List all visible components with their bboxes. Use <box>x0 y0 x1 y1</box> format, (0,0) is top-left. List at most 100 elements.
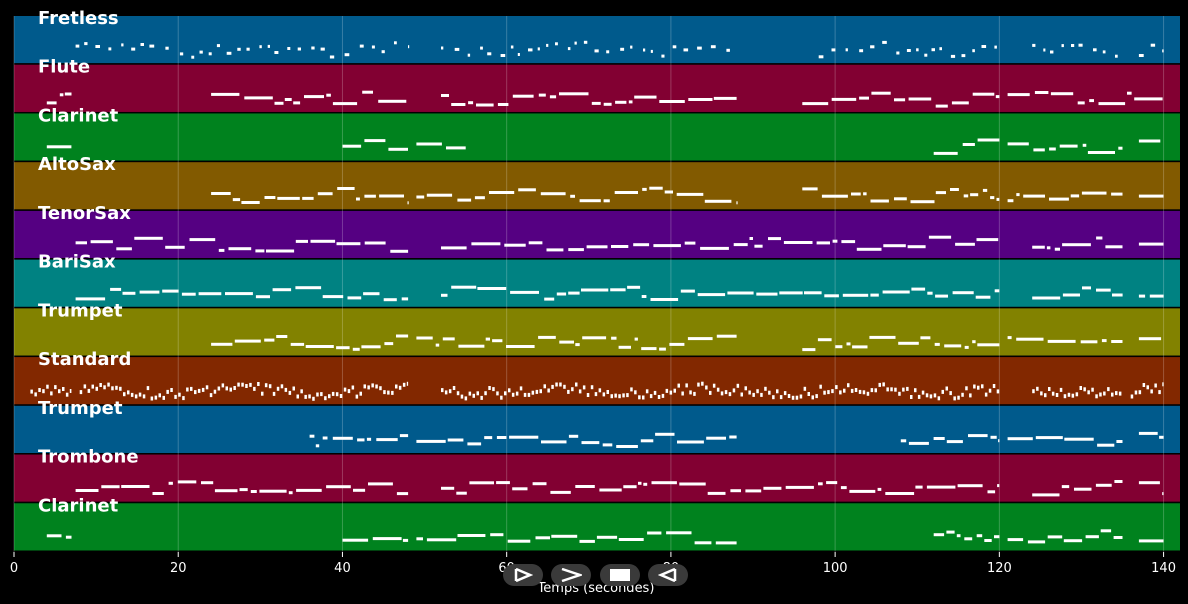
track-label: AltoSax <box>38 154 116 175</box>
note <box>928 235 952 239</box>
note <box>474 196 485 200</box>
note <box>779 395 783 400</box>
note <box>1071 44 1075 47</box>
note <box>659 347 666 351</box>
note <box>441 388 444 393</box>
note <box>578 389 582 394</box>
play-button[interactable] <box>503 564 543 586</box>
note <box>531 390 535 395</box>
note <box>290 342 305 346</box>
note <box>870 199 889 203</box>
track-lane <box>14 113 1180 161</box>
x-axis: 020406080100120140 <box>10 552 1176 576</box>
note <box>630 387 633 392</box>
note <box>351 385 355 390</box>
note <box>977 385 980 390</box>
note <box>1134 390 1138 395</box>
note <box>638 481 642 485</box>
note <box>586 245 608 249</box>
note <box>736 383 740 388</box>
note <box>95 386 98 391</box>
note <box>239 488 248 492</box>
note <box>645 389 649 394</box>
note <box>744 386 747 391</box>
note <box>1055 393 1059 397</box>
track-lane <box>14 454 1180 502</box>
note <box>1111 192 1123 196</box>
play-icon <box>514 568 533 582</box>
rewind-button[interactable] <box>648 564 688 586</box>
stop-button[interactable] <box>600 564 640 586</box>
track-lane <box>14 308 1180 356</box>
note <box>740 392 743 397</box>
note <box>676 192 704 196</box>
note <box>842 293 869 297</box>
note <box>1138 139 1161 143</box>
note <box>549 95 557 99</box>
note <box>284 387 288 392</box>
note <box>1127 91 1132 95</box>
note <box>845 48 848 52</box>
note <box>1007 142 1029 146</box>
note <box>1049 147 1056 151</box>
note <box>284 98 292 101</box>
note <box>683 48 689 52</box>
note <box>653 244 681 248</box>
note <box>1138 481 1160 485</box>
note <box>926 485 956 489</box>
note <box>387 390 390 395</box>
note <box>296 488 322 492</box>
fast-forward-button[interactable] <box>551 564 591 586</box>
note <box>500 54 506 57</box>
note <box>571 387 574 392</box>
note <box>1077 101 1085 105</box>
note <box>274 51 279 54</box>
track-lane <box>14 162 1180 210</box>
note <box>653 390 657 395</box>
note <box>996 197 1000 201</box>
note <box>933 533 945 537</box>
track-label: Standard <box>38 349 131 370</box>
note <box>1007 336 1012 340</box>
note <box>249 382 252 387</box>
note <box>237 47 241 51</box>
note <box>467 442 482 446</box>
fast-forward-icon <box>561 568 582 582</box>
note <box>859 96 869 100</box>
note <box>228 247 252 251</box>
note <box>689 390 692 395</box>
note <box>1099 392 1102 397</box>
note <box>677 440 704 444</box>
note <box>364 241 386 245</box>
note <box>1071 393 1075 398</box>
note <box>869 335 896 339</box>
note <box>603 102 612 106</box>
note <box>518 188 536 192</box>
note <box>835 345 843 349</box>
note <box>162 289 179 293</box>
note <box>1080 340 1098 344</box>
note <box>75 241 87 245</box>
note <box>322 436 328 440</box>
note <box>555 42 558 46</box>
note <box>640 439 654 443</box>
note <box>559 92 589 96</box>
note <box>756 389 759 394</box>
note <box>921 390 925 395</box>
note <box>622 393 625 398</box>
note <box>1082 286 1091 290</box>
note <box>1061 485 1070 489</box>
note <box>407 201 409 205</box>
note <box>1096 236 1103 240</box>
note <box>401 297 409 301</box>
note <box>532 482 547 486</box>
note <box>315 444 320 448</box>
note <box>441 246 467 250</box>
note <box>515 391 519 396</box>
note <box>166 389 169 394</box>
note <box>1034 91 1049 94</box>
note <box>384 342 394 346</box>
note <box>763 486 782 490</box>
note <box>902 387 905 392</box>
note <box>320 392 323 397</box>
